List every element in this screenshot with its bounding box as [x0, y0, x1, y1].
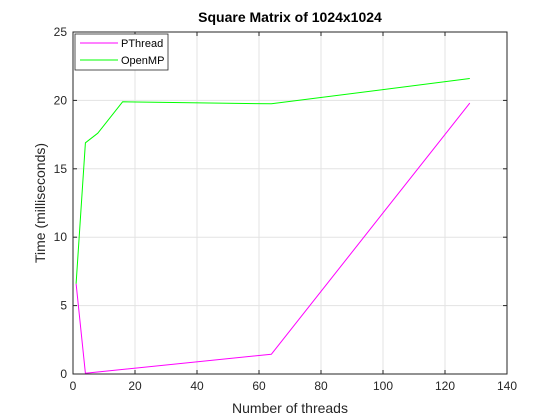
x-axis-title: Number of threads [232, 400, 348, 416]
x-tick-label: 100 [373, 379, 393, 393]
x-tick-label: 0 [70, 379, 77, 393]
series-lines [75, 78, 471, 374]
plot-area [73, 32, 507, 374]
y-tick-label: 15 [54, 162, 68, 176]
series-line-openmp [75, 78, 470, 284]
x-tick-label: 80 [314, 379, 328, 393]
y-tick-label: 10 [54, 230, 68, 244]
y-tick-label: 25 [54, 25, 68, 39]
axis-ticks [72, 31, 508, 375]
legend-label-openmp: OpenMP [121, 55, 164, 67]
chart-title: Square Matrix of 1024x1024 [198, 9, 382, 25]
x-tick-label: 20 [128, 379, 142, 393]
x-tick-label: 140 [497, 379, 517, 393]
x-tick-label: 40 [190, 379, 204, 393]
x-tick-label: 120 [435, 379, 455, 393]
legend: PThread OpenMP [74, 33, 169, 71]
legend-label-pthread: PThread [121, 38, 163, 50]
y-tick-label: 20 [54, 93, 68, 107]
y-tick-label: 5 [60, 299, 67, 313]
series-line-pthread [75, 102, 471, 374]
axis-tick-labels: 0 20 40 60 80 100 120 140 0 5 10 15 20 25 [54, 25, 518, 393]
x-tick-label: 60 [252, 379, 266, 393]
plot-frame [72, 31, 508, 375]
legend-box [74, 33, 169, 71]
y-tick-label: 0 [60, 367, 67, 381]
y-axis-title: Time (milliseconds) [32, 143, 48, 263]
